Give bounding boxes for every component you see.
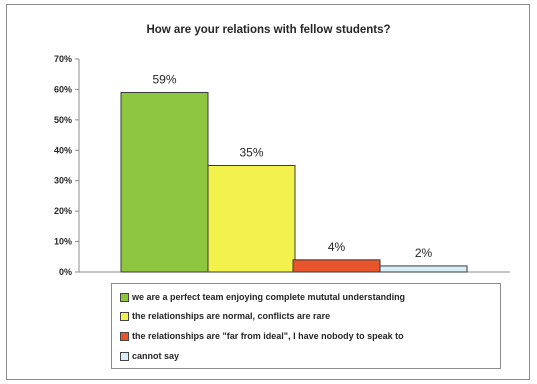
bars bbox=[120, 91, 468, 273]
legend-item: the relationships are "far from ideal", … bbox=[120, 329, 404, 343]
legend-label: the relationships are normal, conflicts … bbox=[132, 311, 331, 321]
bar bbox=[120, 91, 209, 273]
data-label: 35% bbox=[239, 146, 263, 160]
legend-item: the relationships are normal, conflicts … bbox=[120, 309, 330, 323]
legend-swatch bbox=[120, 292, 129, 302]
bar bbox=[207, 165, 296, 273]
data-label: 59% bbox=[152, 72, 176, 86]
data-label: 2% bbox=[415, 246, 433, 260]
bar bbox=[379, 265, 468, 273]
legend-label: cannot say bbox=[132, 351, 180, 361]
y-tick-label: 70% bbox=[54, 54, 72, 64]
legend-swatch bbox=[120, 311, 129, 321]
legend-swatch bbox=[120, 351, 129, 361]
y-tick-label: 30% bbox=[54, 176, 72, 186]
data-labels: 59% 35% 4% 2% bbox=[152, 72, 432, 259]
y-tick-label: 40% bbox=[54, 145, 72, 155]
y-tick-label: 60% bbox=[54, 84, 72, 94]
bar bbox=[292, 259, 381, 273]
legend-label: the relationships are "far from ideal", … bbox=[132, 331, 404, 341]
y-tick-label: 10% bbox=[54, 237, 72, 247]
legend-label: we are a perfect team enjoying complete … bbox=[132, 292, 406, 302]
legend-swatch bbox=[120, 331, 129, 341]
legend-item: we are a perfect team enjoying complete … bbox=[120, 290, 405, 304]
legend-item: cannot say bbox=[120, 349, 179, 363]
y-tick-label: 0% bbox=[59, 267, 72, 277]
y-axis-ticks: 0% 10% 20% 30% 40% 50% 60% 70% bbox=[54, 54, 79, 277]
y-tick-label: 50% bbox=[54, 115, 72, 125]
y-tick-label: 20% bbox=[54, 206, 72, 216]
legend: we are a perfect team enjoying complete … bbox=[111, 283, 501, 369]
chart-title: How are your relations with fellow stude… bbox=[146, 24, 391, 36]
data-label: 4% bbox=[328, 240, 346, 254]
